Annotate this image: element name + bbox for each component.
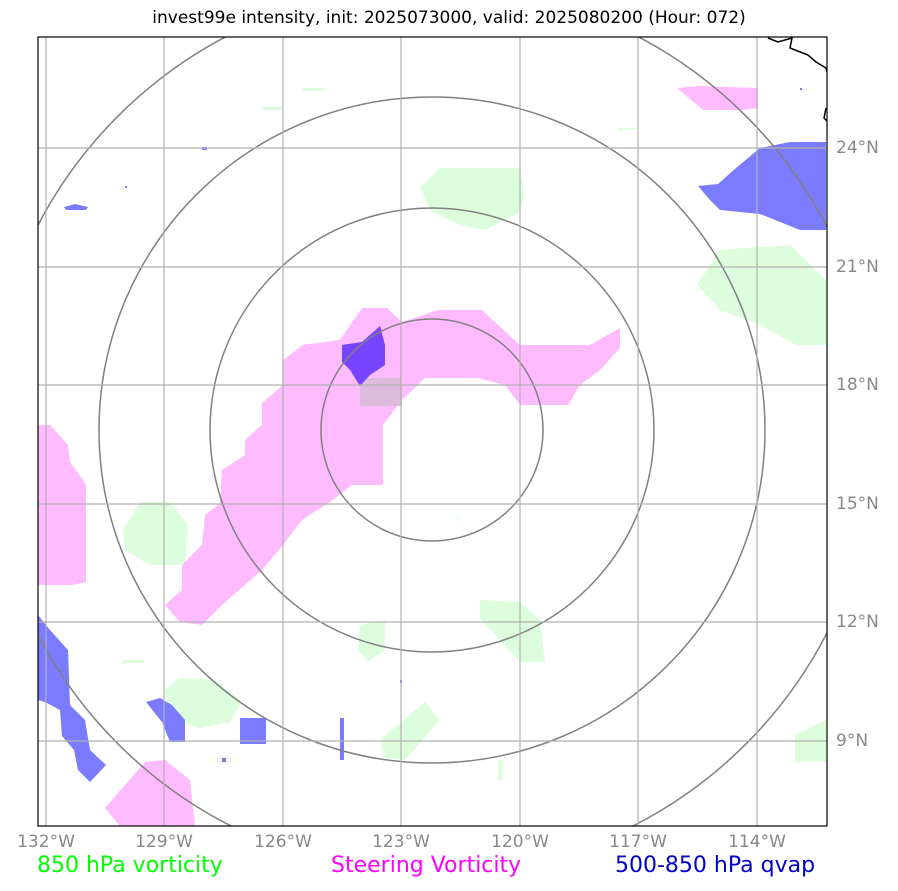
- steering-overlap-patch: [360, 378, 402, 406]
- legend-qvap: 500-850 hPa qvap: [615, 853, 816, 878]
- lon-label-126w: 126°W: [254, 832, 312, 852]
- lon-label-123w: 123°W: [372, 832, 430, 852]
- plot-frame: [37, 36, 828, 827]
- lon-label-129w: 129°W: [135, 832, 193, 852]
- lat-label-12n: 12°N: [836, 612, 879, 632]
- lon-label-117w: 117°W: [609, 832, 667, 852]
- range-rings: [38, 37, 827, 826]
- lon-label-132w: 132°W: [17, 832, 75, 852]
- lat-label-21n: 21°N: [836, 257, 879, 277]
- lat-label-24n: 24°N: [836, 138, 879, 158]
- lat-label-15n: 15°N: [836, 494, 879, 514]
- legend-850-vorticity: 850 hPa vorticity: [37, 853, 223, 878]
- map-title: invest99e intensity, init: 2025073000, v…: [152, 8, 746, 28]
- gridlines: [38, 37, 827, 826]
- coastline: [767, 37, 827, 123]
- qvap-steering-overlap: [342, 326, 385, 386]
- lon-label-114w: 114°W: [728, 832, 786, 852]
- legend-steering-vorticity: Steering Vorticity: [331, 853, 522, 878]
- lon-label-120w: 120°W: [491, 832, 549, 852]
- qvap-fields: [38, 88, 826, 782]
- lat-label-18n: 18°N: [836, 375, 879, 395]
- steering-vorticity-fields: [38, 86, 758, 826]
- lat-label-9n: 9°N: [836, 731, 869, 751]
- vort850-fields: [122, 88, 826, 780]
